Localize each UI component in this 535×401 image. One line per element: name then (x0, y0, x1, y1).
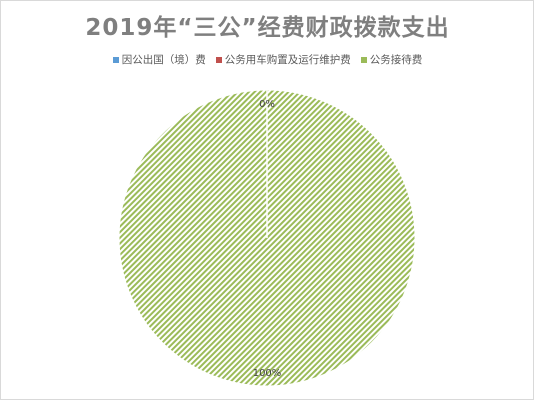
legend-item-overseas: 因公出国（境）费 (112, 52, 206, 67)
data-label-zero: 0% (259, 99, 275, 110)
legend-swatch-overseas (112, 56, 119, 63)
legend-item-vehicle: 公务用车购置及运行维护费 (215, 52, 351, 67)
data-label-hundred: 100% (253, 368, 282, 379)
legend-swatch-vehicle (215, 56, 222, 63)
legend-label-vehicle: 公务用车购置及运行维护费 (224, 54, 351, 66)
legend-label-reception: 公务接待费 (369, 54, 423, 66)
legend-item-reception: 公务接待费 (360, 52, 423, 67)
legend-swatch-reception (360, 56, 367, 63)
legend-label-overseas: 因公出国（境）费 (121, 54, 206, 66)
legend: 因公出国（境）费 公务用车购置及运行维护费 公务接待费 (0, 52, 535, 67)
chart-title: 2019年“三公”经费财政拨款支出 (85, 15, 450, 41)
